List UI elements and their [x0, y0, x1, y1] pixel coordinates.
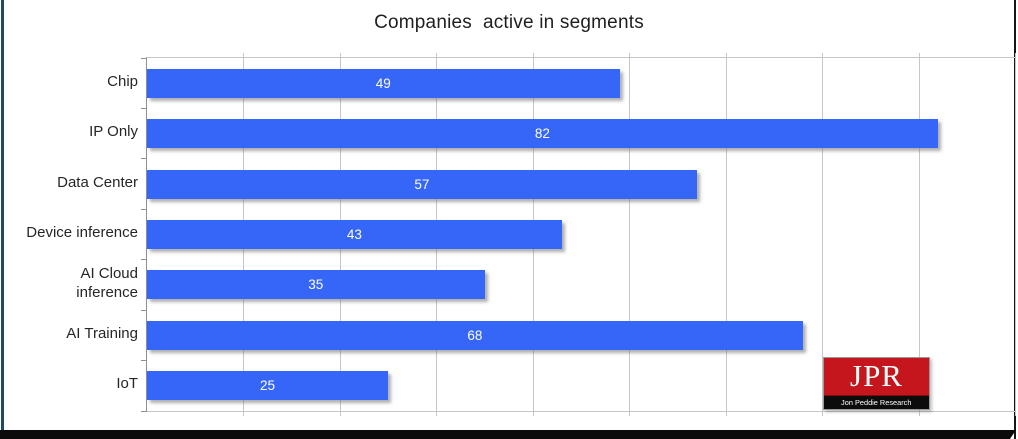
bar-row-ai-training: 68	[147, 310, 1015, 360]
category-axis-tick	[141, 360, 147, 362]
bar-value-label-ip-only: 82	[534, 126, 550, 142]
bar-row-data-center: 57	[147, 159, 1015, 209]
bar-ai-cloud-inference: 35	[147, 270, 485, 300]
category-axis-labels: Chip IP Only Data Center Device inference AI…	[0, 57, 138, 410]
jpr-logo-acronym: JPR	[850, 358, 903, 393]
category-label-device-inference: Device inference	[26, 224, 138, 242]
gridline-70	[822, 53, 824, 416]
gridline-60	[725, 53, 727, 416]
category-axis-tick	[141, 57, 147, 59]
bar-row-iot: 25	[147, 361, 1015, 411]
slide-bottom-bar	[0, 430, 1016, 439]
category-axis-tick	[141, 410, 147, 412]
bar-row-device-inference: 43	[147, 209, 1015, 259]
bar-row-ip-only: 82	[147, 108, 1015, 158]
bar-value-label-device-inference: 43	[346, 226, 362, 242]
category-axis-tick	[141, 309, 147, 311]
gridline-90	[1015, 53, 1016, 416]
category-label-ip-only: IP Only	[89, 123, 138, 141]
slide-left-border	[1, 0, 4, 439]
category-label-ai-cloud-inference: AI Cloud inference	[76, 265, 138, 301]
bar-iot: 25	[147, 371, 389, 401]
category-axis-tick	[141, 208, 147, 210]
bar-value-label-ai-cloud-inference: 35	[308, 277, 324, 293]
bar-value-label-iot: 25	[260, 378, 276, 394]
jpr-logo-red-panel: JPR	[824, 358, 929, 396]
bar-row-chip: 49	[147, 58, 1015, 108]
bar-ip-only: 82	[147, 119, 938, 149]
gridline-50	[629, 53, 631, 416]
plot-area: 49 82 57 43 35 68 25	[141, 53, 1016, 416]
bar-device-inference: 43	[147, 219, 562, 249]
bar-row-ai-cloud-inference: 35	[147, 260, 1015, 310]
category-label-data-center: Data Center	[57, 173, 138, 191]
jpr-logo-caption-strip: Jon Peddie Research	[824, 396, 929, 409]
chart-title: Companies active in segments	[374, 12, 644, 33]
category-axis-tick	[141, 158, 147, 160]
category-axis-tick	[141, 107, 147, 109]
jpr-logo: JPR Jon Peddie Research	[823, 357, 930, 410]
category-label-iot: IoT	[116, 375, 138, 393]
category-label-chip: Chip	[107, 72, 138, 90]
bar-value-label-chip: 49	[375, 75, 391, 91]
gridline-80	[918, 53, 920, 416]
bar-chip: 49	[147, 68, 620, 98]
bar-value-label-data-center: 57	[414, 176, 430, 192]
category-label-ai-training: AI Training	[66, 324, 138, 342]
bar-ai-training: 68	[147, 320, 803, 350]
bar-value-label-ai-training: 68	[467, 327, 483, 343]
jpr-logo-caption: Jon Peddie Research	[841, 398, 912, 407]
category-axis-tick	[141, 259, 147, 261]
bar-data-center: 57	[147, 169, 697, 199]
